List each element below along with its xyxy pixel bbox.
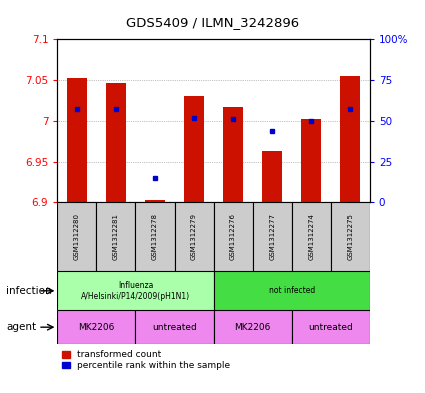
Bar [184,96,204,202]
FancyBboxPatch shape [136,310,213,344]
Text: untreated: untreated [308,323,353,332]
FancyBboxPatch shape [331,202,370,271]
Bar [340,76,360,202]
Text: untreated: untreated [152,323,197,332]
Bar [67,79,87,202]
Text: MK2206: MK2206 [78,323,115,332]
FancyBboxPatch shape [57,202,96,271]
FancyBboxPatch shape [213,202,252,271]
Text: GSM1312280: GSM1312280 [74,213,80,260]
Text: GSM1312277: GSM1312277 [269,213,275,260]
Text: not infected: not infected [269,286,315,295]
Text: GSM1312281: GSM1312281 [113,213,119,260]
FancyBboxPatch shape [292,310,370,344]
Text: infection: infection [6,286,52,296]
FancyBboxPatch shape [136,202,175,271]
Bar [106,83,126,202]
Bar [223,107,243,202]
Text: agent: agent [6,322,37,332]
Bar [262,151,282,202]
Bar [145,200,165,202]
Text: MK2206: MK2206 [235,323,271,332]
FancyBboxPatch shape [213,271,370,310]
FancyBboxPatch shape [252,202,292,271]
FancyBboxPatch shape [213,310,292,344]
Text: GSM1312274: GSM1312274 [308,213,314,260]
Text: GSM1312275: GSM1312275 [347,213,353,260]
Text: GDS5409 / ILMN_3242896: GDS5409 / ILMN_3242896 [126,16,299,29]
FancyBboxPatch shape [175,202,213,271]
Text: Influenza
A/Helsinki/P14/2009(pH1N1): Influenza A/Helsinki/P14/2009(pH1N1) [81,281,190,301]
FancyBboxPatch shape [96,202,136,271]
Text: GSM1312276: GSM1312276 [230,213,236,260]
Text: GSM1312279: GSM1312279 [191,213,197,260]
FancyBboxPatch shape [57,271,213,310]
FancyBboxPatch shape [292,202,331,271]
Text: GSM1312278: GSM1312278 [152,213,158,260]
FancyBboxPatch shape [57,310,136,344]
Legend: transformed count, percentile rank within the sample: transformed count, percentile rank withi… [62,350,230,370]
Bar [301,119,321,202]
